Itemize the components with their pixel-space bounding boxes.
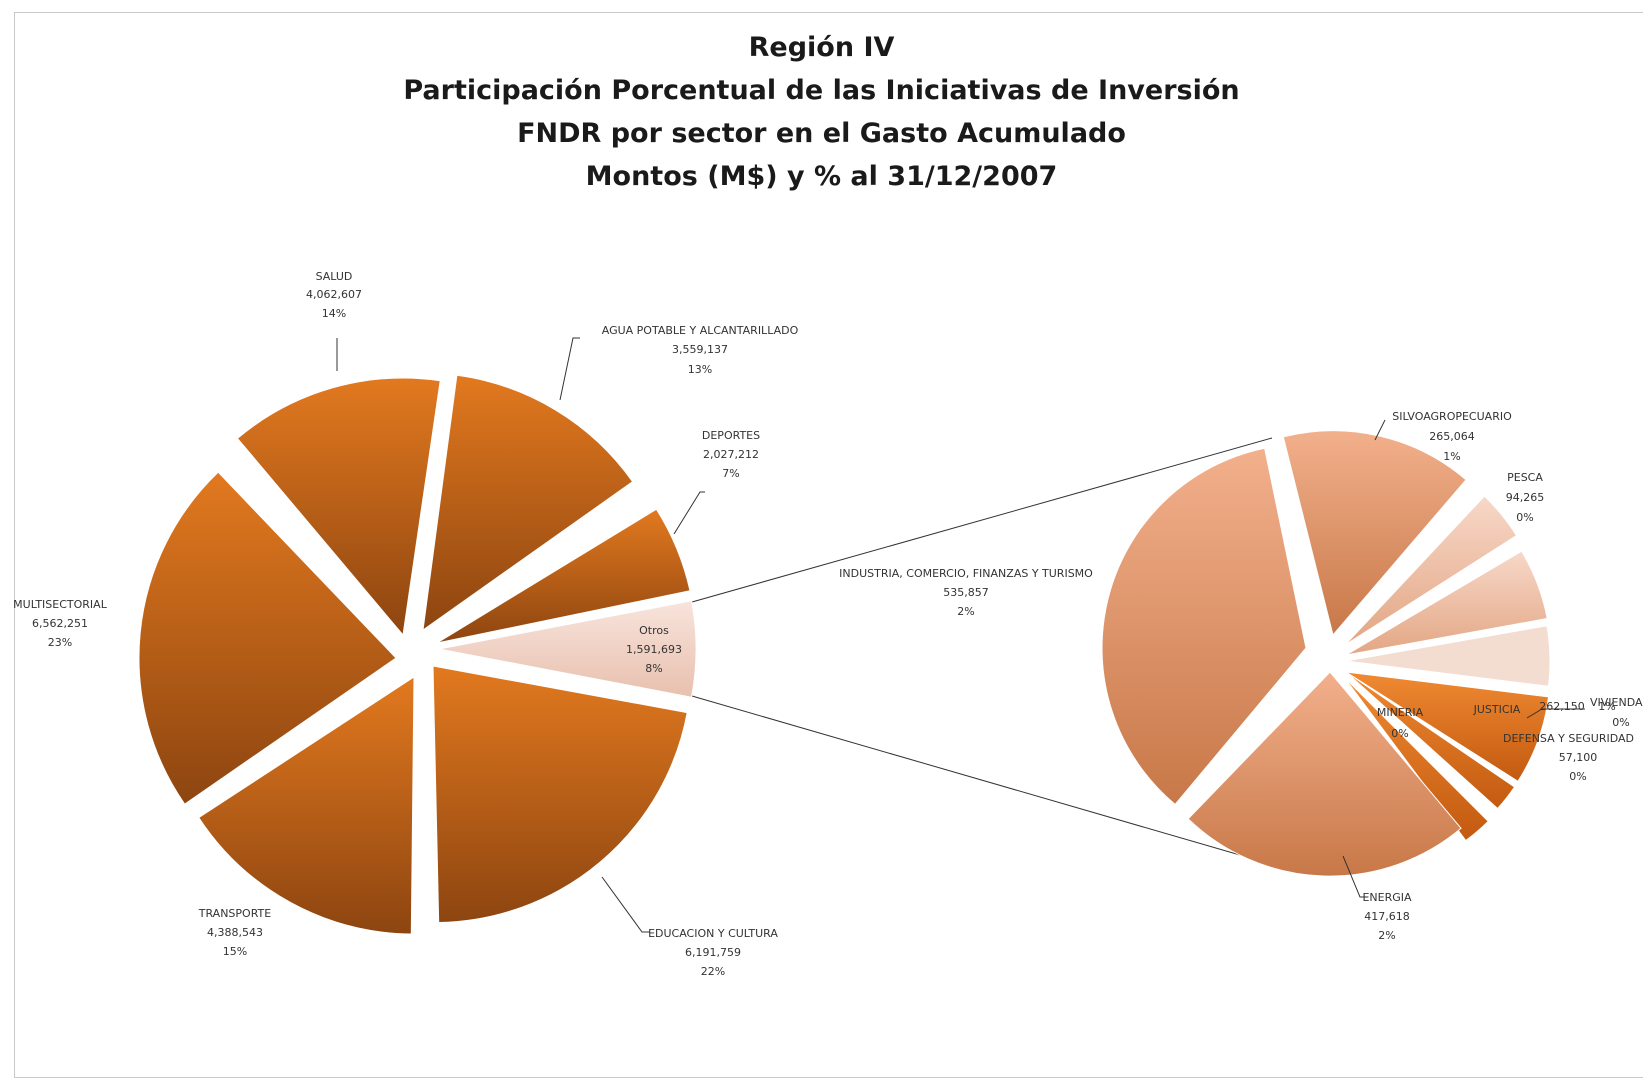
- label-salud-value: 4,062,607: [306, 288, 362, 301]
- label-energia-name: ENERGIA: [1362, 891, 1412, 904]
- leader-deportes: [673, 491, 705, 535]
- slice-transporte[interactable]: [198, 676, 415, 935]
- label-transporte-name: TRANSPORTE: [198, 907, 272, 920]
- label-transporte-value: 4,388,543: [207, 926, 263, 939]
- secondary-pie: [1101, 430, 1551, 877]
- slice-energia[interactable]: [1187, 671, 1462, 877]
- label-agua-pct: 13%: [688, 363, 712, 376]
- slice-agua-potable-y-alcantarillado[interactable]: [422, 374, 634, 632]
- slice-pesca[interactable]: [1344, 495, 1518, 646]
- slice-deportes[interactable]: [436, 508, 691, 644]
- slice-vivienda[interactable]: [1345, 625, 1551, 687]
- label-silvo-name: SILVOAGROPECUARIO: [1392, 410, 1512, 423]
- label-deportes-pct: 7%: [722, 467, 739, 480]
- label-justicia-pct: 1%: [1598, 700, 1615, 713]
- slice-silvoagropecuario[interactable]: [1282, 430, 1467, 637]
- title-line-1: Región IV: [748, 32, 895, 63]
- label-salud-pct: 14%: [322, 307, 346, 320]
- label-multisectorial-pct: 23%: [48, 636, 72, 649]
- main-pie: [138, 374, 697, 935]
- leader-energia: [1342, 855, 1368, 898]
- label-otros-pct: 8%: [645, 662, 662, 675]
- label-multisectorial-name: MULTISECTORIAL: [13, 598, 108, 611]
- label-mineria-pct: 0%: [1391, 727, 1408, 740]
- slice-justicia[interactable]: [1345, 671, 1550, 782]
- label-transporte-pct: 15%: [223, 945, 247, 958]
- label-pesca-name: PESCA: [1507, 471, 1543, 484]
- leader-educacion: [601, 876, 650, 933]
- label-mineria-name: MINERIA: [1377, 706, 1424, 719]
- label-silvo-value: 265,064: [1429, 430, 1475, 443]
- leader-justicia: [1526, 708, 1585, 719]
- data-labels: SALUD 4,062,607 14% AGUA POTABLE Y ALCAN…: [13, 270, 1643, 978]
- label-deportes-value: 2,027,212: [703, 448, 759, 461]
- label-multisectorial-value: 6,562,251: [32, 617, 88, 630]
- label-vivienda-name: VIVIENDA: [1590, 696, 1643, 709]
- title-line-3: FNDR por sector en el Gasto Acumulado: [517, 118, 1126, 149]
- slice-industria-comercio-finanzas-y-turismo[interactable]: [1345, 550, 1548, 656]
- slice-multisectorial[interactable]: [138, 471, 397, 805]
- slice-defensa-y-seguridad[interactable]: [1345, 671, 1516, 810]
- label-pesca-value: 94,265: [1506, 491, 1545, 504]
- slice-salud[interactable]: [236, 377, 441, 637]
- connector-line-top: [691, 437, 1273, 603]
- title-line-2: Participación Porcentual de las Iniciati…: [403, 75, 1240, 106]
- label-educacion-pct: 22%: [701, 965, 725, 978]
- label-otros-name: Otros: [639, 624, 669, 637]
- label-vivienda-pct: 0%: [1612, 716, 1629, 729]
- leader-silvo: [1374, 419, 1386, 441]
- slice-industria-large[interactable]: [1101, 447, 1307, 806]
- title-line-4: Montos (M$) y % al 31/12/2007: [585, 161, 1058, 192]
- label-agua-name: AGUA POTABLE Y ALCANTARILLADO: [602, 324, 799, 337]
- label-defensa-name: DEFENSA Y SEGURIDAD: [1503, 732, 1634, 745]
- label-justicia-value: 262,150: [1539, 700, 1585, 713]
- slice-mineria[interactable]: [1343, 676, 1489, 842]
- label-otros-value: 1,591,693: [626, 643, 682, 656]
- label-industria-value: 535,857: [943, 586, 989, 599]
- label-agua-value: 3,559,137: [672, 343, 728, 356]
- label-industria-name: INDUSTRIA, COMERCIO, FINANZAS Y TURISMO: [839, 567, 1093, 580]
- slice-otros[interactable]: [438, 600, 697, 698]
- label-salud-name: SALUD: [316, 270, 353, 283]
- slice-educacion-y-cultura[interactable]: [432, 665, 688, 924]
- leader-lines: [336, 337, 1585, 933]
- leader-agua: [559, 337, 580, 401]
- label-educacion-name: EDUCACION Y CULTURA: [648, 927, 778, 940]
- label-energia-pct: 2%: [1378, 929, 1395, 942]
- chart-title: Región IV Participación Porcentual de la…: [0, 26, 1643, 198]
- label-defensa-value: 57,100: [1559, 751, 1598, 764]
- label-pesca-pct: 0%: [1516, 511, 1533, 524]
- label-deportes-name: DEPORTES: [702, 429, 760, 442]
- label-educacion-value: 6,191,759: [685, 946, 741, 959]
- label-justicia-name: JUSTICIA: [1473, 703, 1521, 716]
- connector-line-bottom: [691, 695, 1265, 863]
- label-defensa-pct: 0%: [1569, 770, 1586, 783]
- label-industria-pct: 2%: [957, 605, 974, 618]
- label-energia-value: 417,618: [1364, 910, 1410, 923]
- label-silvo-pct: 1%: [1443, 450, 1460, 463]
